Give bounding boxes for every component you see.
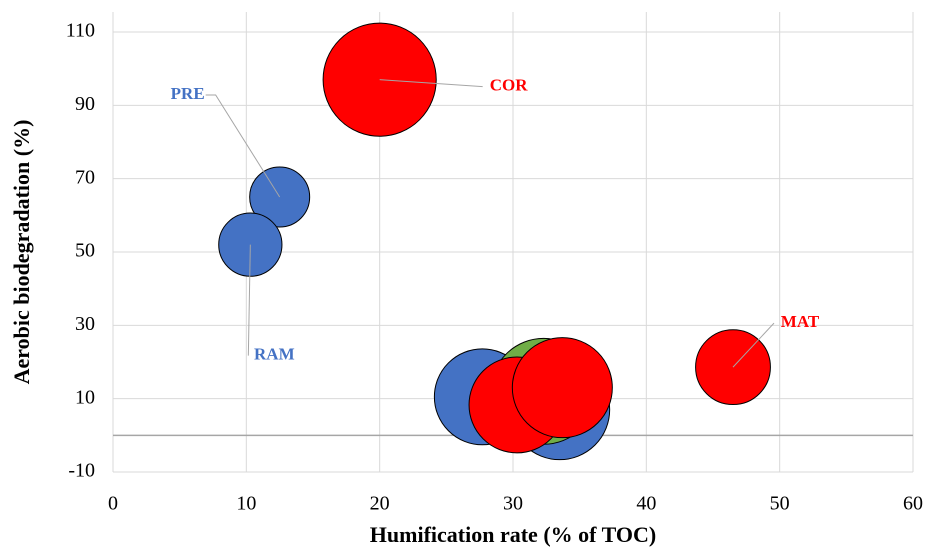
x-tick-label: 20 xyxy=(370,493,390,515)
bubble xyxy=(511,337,613,439)
x-tick-label: 50 xyxy=(770,493,790,515)
x-tick-label: 40 xyxy=(636,493,656,515)
x-axis-title: Humification rate (% of TOC) xyxy=(370,522,656,547)
leader-line xyxy=(732,322,775,368)
y-tick-label: 50 xyxy=(75,240,95,262)
y-tick-label: 70 xyxy=(75,166,95,188)
x-tick-label: 60 xyxy=(903,493,923,515)
leader-line xyxy=(205,94,281,198)
leader-line xyxy=(247,244,251,356)
annotation: PRE xyxy=(171,84,205,103)
annotation: COR xyxy=(490,76,529,95)
leader-line xyxy=(379,79,483,88)
annotation: MAT xyxy=(781,312,820,331)
x-tick-label: 0 xyxy=(108,493,118,515)
y-axis-title: Aerobic biodegradation (%) xyxy=(9,120,34,385)
bubble xyxy=(322,22,437,137)
y-tick-label: 110 xyxy=(66,20,95,42)
y-tick-label: -10 xyxy=(68,460,95,482)
y-tick-label: 90 xyxy=(75,93,95,115)
y-tick-label: 10 xyxy=(75,386,95,408)
annotation: RAM xyxy=(254,345,295,364)
x-tick-label: 30 xyxy=(503,493,523,515)
x-tick-label: 10 xyxy=(236,493,256,515)
bubble xyxy=(695,329,771,406)
y-tick-label: 30 xyxy=(75,313,95,335)
